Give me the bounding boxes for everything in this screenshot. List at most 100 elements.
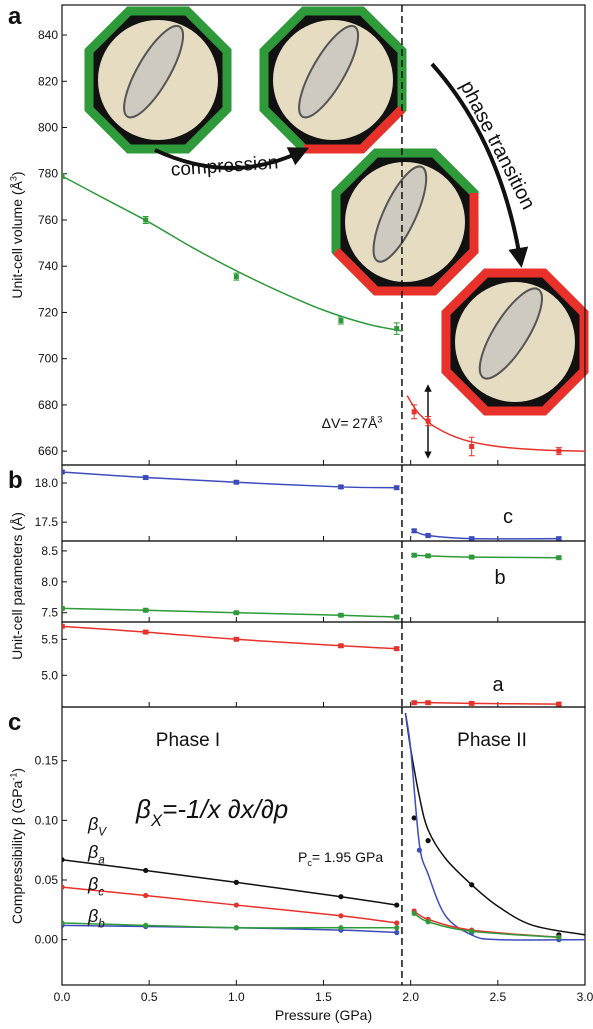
data-point bbox=[556, 448, 562, 454]
plot-area bbox=[62, 173, 585, 457]
data-point bbox=[233, 925, 239, 931]
data-point bbox=[62, 605, 65, 611]
plot-area bbox=[62, 552, 562, 620]
data-point bbox=[411, 815, 417, 821]
annotation-part: a bbox=[492, 674, 504, 696]
data-point bbox=[338, 484, 344, 490]
annotation: compression bbox=[170, 152, 279, 180]
series-label-part: β bbox=[87, 842, 98, 862]
data-point bbox=[394, 485, 400, 491]
data-point bbox=[62, 920, 65, 926]
plot-frame bbox=[61, 621, 586, 708]
annotation: βX=-1/x ∂x/∂p bbox=[135, 794, 288, 830]
y-tick-label: 700 bbox=[38, 352, 58, 366]
y-tick-label: 7.5 bbox=[41, 606, 58, 620]
data-point bbox=[338, 894, 344, 900]
x-tick-label: 1.0 bbox=[228, 990, 245, 1004]
fit-line bbox=[62, 886, 397, 924]
data-point bbox=[425, 553, 431, 559]
annotation: ΔV= 27Å3 bbox=[322, 414, 383, 431]
x-tick-label: 2.0 bbox=[402, 990, 419, 1004]
x-tick-label: 2.5 bbox=[489, 990, 506, 1004]
y-axis-label: Unit-cell volume (Å3) bbox=[8, 171, 25, 298]
y-tick-label: 0.05 bbox=[35, 873, 59, 887]
y-axis-label-sup: 3 bbox=[8, 176, 18, 181]
data-point bbox=[411, 552, 417, 558]
fit-line bbox=[414, 554, 559, 559]
fit-line bbox=[413, 530, 559, 540]
data-point bbox=[469, 554, 475, 560]
annotation-sub: X bbox=[150, 811, 163, 830]
data-point bbox=[469, 444, 475, 450]
annotation-sub: c bbox=[307, 858, 312, 868]
data-point bbox=[233, 636, 239, 642]
series-label-sub: c bbox=[98, 885, 104, 898]
fit-line bbox=[62, 471, 397, 489]
data-point bbox=[394, 646, 400, 652]
data-point bbox=[233, 274, 239, 280]
fit-line bbox=[62, 924, 397, 934]
data-point bbox=[143, 475, 149, 481]
y-tick-label: 760 bbox=[38, 213, 58, 227]
y-tick-label: 780 bbox=[38, 167, 58, 181]
data-point bbox=[338, 612, 344, 618]
data-point bbox=[394, 902, 400, 908]
y-axis-label: Compressibility β (GPa-1) bbox=[8, 768, 25, 924]
fit-line bbox=[414, 701, 559, 705]
data-point bbox=[556, 934, 562, 940]
data-point bbox=[469, 700, 475, 706]
x-tick-label: 0.5 bbox=[141, 990, 158, 1004]
data-point bbox=[143, 629, 149, 635]
crystal-image bbox=[336, 153, 479, 296]
annotation-part: compression bbox=[170, 152, 279, 180]
plot-area bbox=[62, 712, 585, 943]
crystal-images bbox=[89, 11, 584, 411]
y-tick-label: 800 bbox=[38, 121, 58, 135]
data-point bbox=[394, 920, 400, 926]
y-tick-label: 740 bbox=[38, 259, 58, 273]
data-point bbox=[62, 884, 65, 890]
annotation-sup: 3 bbox=[377, 414, 382, 424]
data-point bbox=[425, 533, 431, 539]
data-point bbox=[233, 902, 239, 908]
annotation-part: Phase I bbox=[156, 730, 220, 751]
series-label: βb bbox=[87, 906, 105, 930]
data-point bbox=[62, 857, 65, 863]
data-point bbox=[425, 838, 431, 844]
panel-label: c bbox=[8, 709, 21, 736]
annotation: a bbox=[492, 674, 504, 696]
y-tick-label: 18.0 bbox=[35, 476, 59, 490]
y-tick-label: 0.15 bbox=[35, 754, 59, 768]
y-tick-label: 720 bbox=[38, 305, 58, 319]
data-point bbox=[556, 701, 562, 707]
y-axis-label-part: Compressibility β (GPa bbox=[9, 780, 25, 924]
data-point bbox=[469, 882, 475, 888]
data-point bbox=[556, 536, 562, 541]
crystal-image bbox=[89, 11, 227, 149]
data-point bbox=[62, 623, 65, 629]
fit-line bbox=[62, 858, 397, 906]
crystal-image bbox=[264, 11, 402, 154]
y-axis-label-part: ) bbox=[9, 768, 25, 773]
y-axis-label-part: Unit-cell parameters (Å) bbox=[9, 512, 25, 660]
data-point bbox=[338, 913, 344, 919]
data-point bbox=[425, 919, 431, 925]
transition-arrow bbox=[430, 62, 529, 268]
data-point bbox=[143, 607, 149, 613]
y-tick-label: 17.5 bbox=[35, 515, 59, 529]
data-point bbox=[425, 700, 431, 706]
plot-area bbox=[62, 469, 562, 541]
data-point bbox=[62, 469, 65, 475]
data-point bbox=[143, 867, 149, 874]
y-axis-label: Unit-cell parameters (Å) bbox=[9, 512, 25, 660]
data-point bbox=[556, 555, 562, 561]
series-label-part: β bbox=[87, 906, 98, 926]
y-axis-label-part: ) bbox=[9, 171, 25, 176]
data-point bbox=[62, 173, 65, 179]
y-tick-label: 840 bbox=[38, 28, 58, 42]
x-tick-label: 0.0 bbox=[54, 990, 71, 1004]
annotation-part: = 1.95 GPa bbox=[312, 849, 383, 865]
data-point bbox=[394, 326, 400, 332]
data-point bbox=[394, 925, 400, 931]
